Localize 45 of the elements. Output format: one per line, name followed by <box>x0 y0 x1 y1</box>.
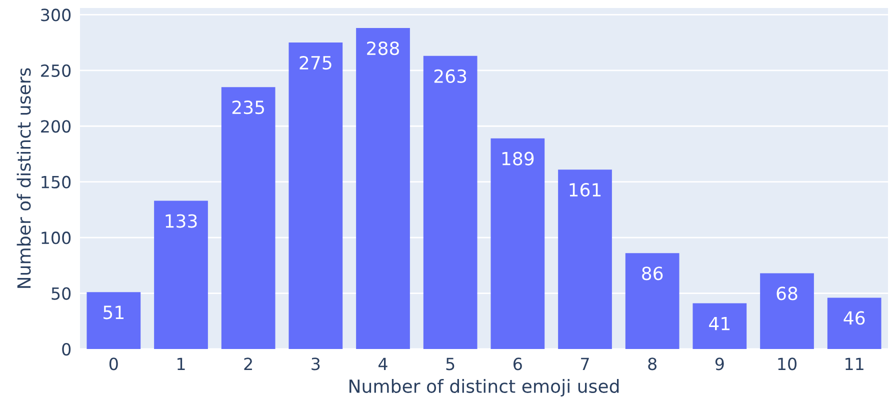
y-tick-label: 100 <box>42 232 71 244</box>
data-label: 68 <box>776 286 798 300</box>
bar <box>154 200 208 349</box>
x-tick-label: 2 <box>244 358 252 370</box>
bar <box>490 138 545 349</box>
data-label: 161 <box>570 182 601 197</box>
x-tick-label: 7 <box>581 358 589 370</box>
bar <box>558 170 612 349</box>
y-tick-label: 300 <box>41 8 71 22</box>
bar <box>625 253 680 349</box>
x-tick-label: 9 <box>715 358 724 370</box>
data-label: 51 <box>104 306 124 320</box>
bar <box>423 56 478 349</box>
y-tick-label: 150 <box>42 176 71 188</box>
bar <box>221 87 276 349</box>
data-label: 275 <box>300 56 332 70</box>
bar <box>288 42 343 349</box>
bar <box>692 303 747 349</box>
x-axis-title: Number of distinct emoji used <box>350 379 619 396</box>
data-label: 41 <box>709 316 730 330</box>
data-label: 86 <box>642 266 663 280</box>
y-axis-title: Number of distinct users <box>16 68 31 288</box>
data-label: 46 <box>844 311 865 325</box>
x-tick-label: 1 <box>178 358 185 370</box>
x-tick-label: 0 <box>109 358 118 370</box>
bar <box>86 292 141 349</box>
x-tick-label: 6 <box>514 358 522 370</box>
data-label: 189 <box>502 152 534 166</box>
bar <box>356 28 410 349</box>
x-tick-label: 10 <box>778 358 796 370</box>
y-tick-label: 0 <box>62 342 71 356</box>
x-tick-label: 8 <box>648 358 656 370</box>
x-tick-label: 5 <box>446 358 454 370</box>
x-tick-label: 3 <box>312 358 320 370</box>
data-label: 263 <box>434 69 466 83</box>
data-label: 133 <box>166 214 197 228</box>
bar <box>760 273 814 349</box>
y-tick-label: 250 <box>41 64 71 77</box>
bar <box>827 298 882 349</box>
y-tick-label: 50 <box>52 287 71 300</box>
x-tick-label: 4 <box>378 358 388 370</box>
data-label: 288 <box>367 41 399 56</box>
x-tick-label: 11 <box>846 358 864 370</box>
y-tick-label: 200 <box>41 120 71 133</box>
data-label: 235 <box>232 100 264 114</box>
